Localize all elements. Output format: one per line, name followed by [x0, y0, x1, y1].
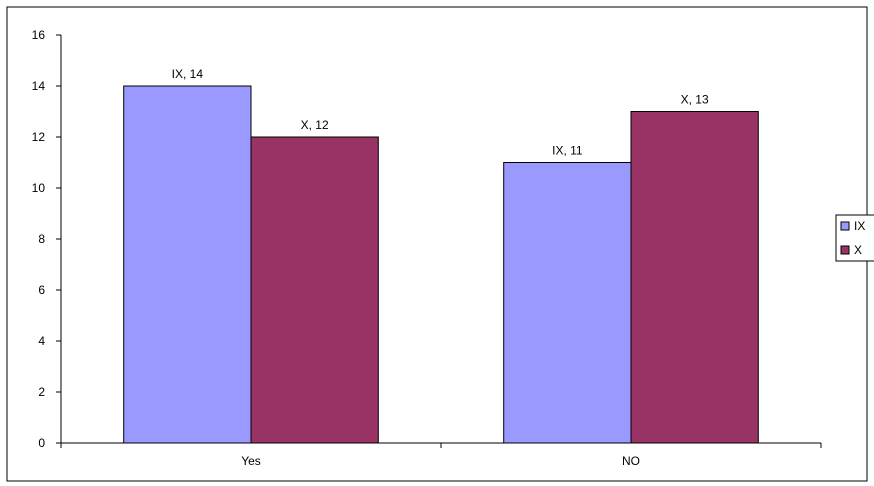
y-tick-label: 4: [38, 334, 45, 348]
y-tick-label: 12: [32, 130, 46, 144]
bar-ix-no: [503, 162, 632, 444]
legend: IX X: [835, 214, 874, 262]
data-label: IX, 11: [552, 144, 583, 158]
bar-x-no: [630, 111, 759, 444]
legend-label: X: [854, 243, 862, 257]
y-tick-label: 0: [38, 436, 45, 450]
data-labels: IX, 14 X, 12 IX, 11 X, 13: [172, 67, 709, 158]
y-tick-label: 10: [32, 181, 46, 195]
x-tick-label: Yes: [241, 454, 261, 468]
x-tick-label: NO: [622, 454, 640, 468]
data-label: X, 12: [301, 118, 329, 132]
data-label: IX, 14: [172, 67, 204, 81]
legend-swatch: [840, 221, 850, 231]
legend-label: IX: [854, 219, 865, 233]
y-tick-label: 8: [38, 232, 45, 246]
bar-ix-yes: [123, 85, 252, 444]
y-tick-label: 6: [38, 283, 45, 297]
legend-swatch: [840, 245, 850, 255]
y-tick-label: 16: [32, 28, 46, 42]
bar-x-yes: [250, 136, 379, 444]
y-axis: 0 2 4 6 8 10 12 14 16: [32, 28, 62, 450]
bars: [123, 85, 759, 444]
data-label: X, 13: [681, 93, 709, 107]
y-tick-label: 14: [32, 79, 46, 93]
y-tick-label: 2: [38, 385, 45, 399]
